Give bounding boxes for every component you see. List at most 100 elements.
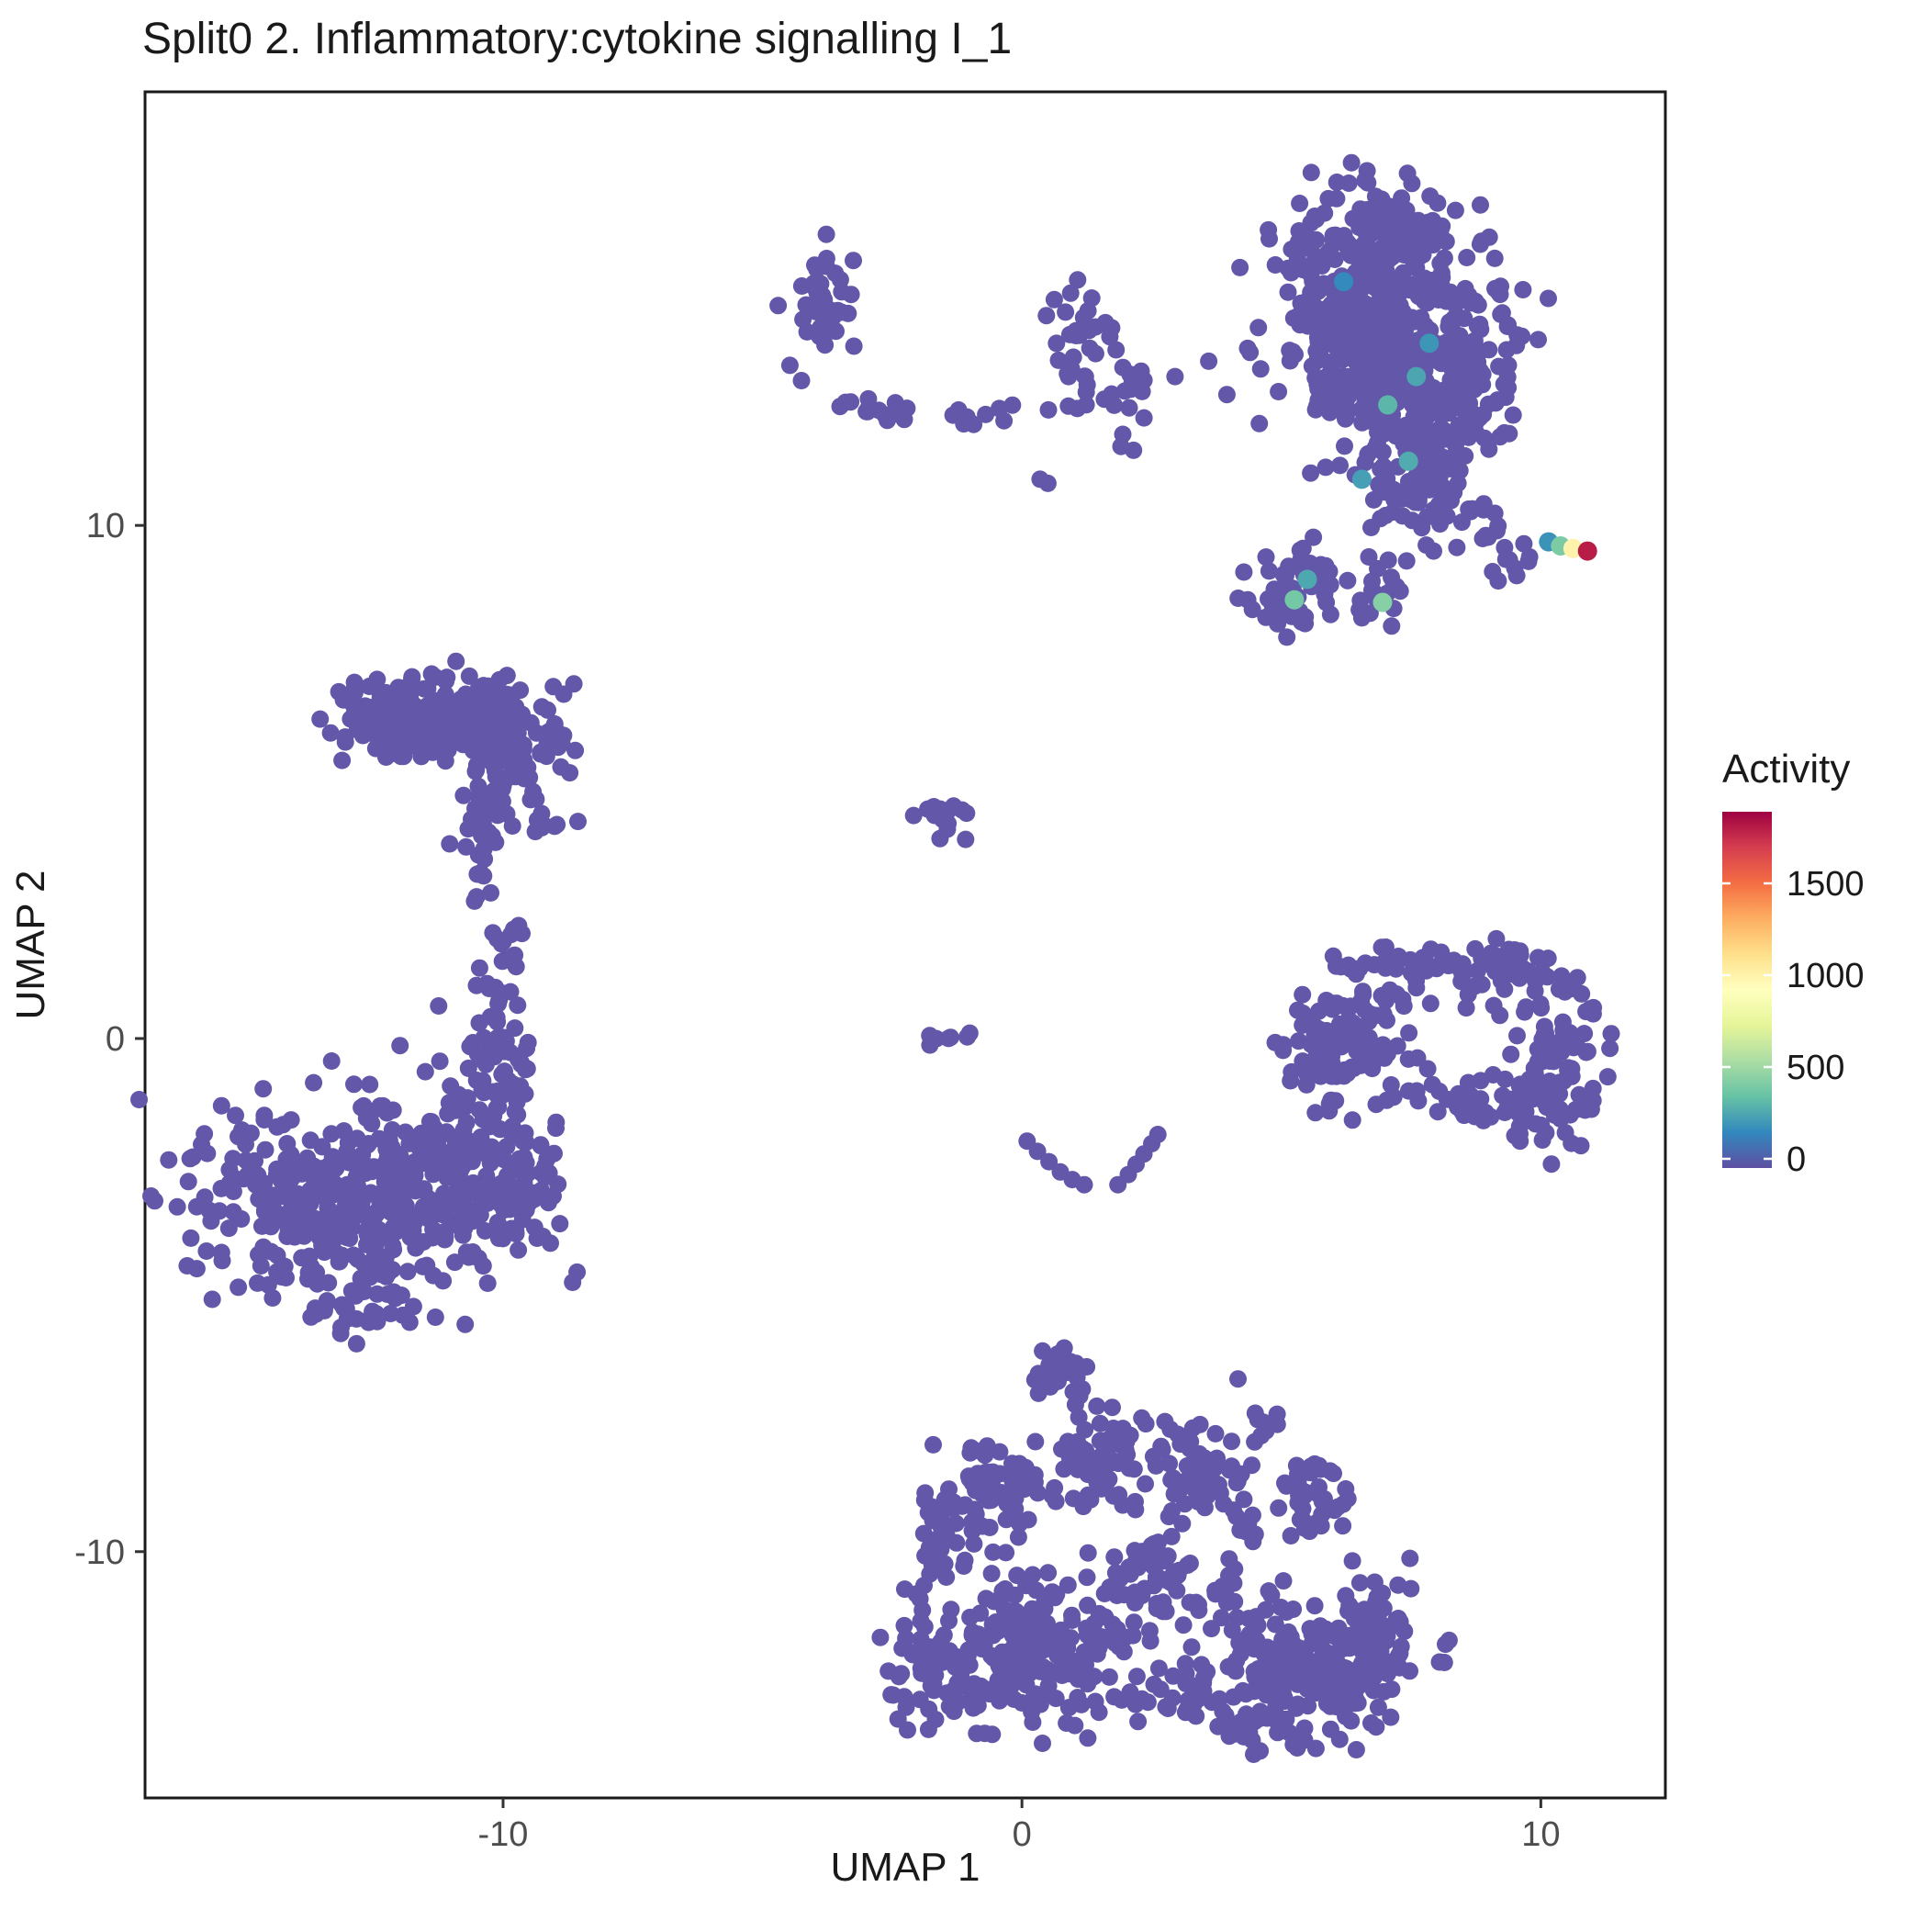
cell-point (794, 310, 812, 329)
cell-point (1258, 1661, 1276, 1679)
cell-point (470, 1014, 488, 1032)
cell-point (1057, 303, 1075, 321)
cell-point (1017, 1577, 1036, 1595)
cell-point (1401, 1662, 1418, 1680)
cell-point (1163, 1689, 1182, 1707)
cell-point (1091, 1414, 1109, 1432)
cell-point (1337, 1480, 1355, 1498)
cell-point (1307, 230, 1326, 249)
cell-point (361, 1075, 379, 1094)
cell-point (912, 1659, 930, 1678)
cell-point (306, 1209, 324, 1228)
cell-point (907, 1585, 925, 1603)
cell-point (836, 393, 855, 411)
cell-point (1160, 1508, 1178, 1526)
cell-point (1187, 1707, 1205, 1725)
cell-point (972, 1677, 990, 1695)
cell-point (1165, 1563, 1183, 1581)
cell-point (1305, 528, 1323, 546)
highlight-cell-point (1284, 590, 1305, 610)
cell-point (1091, 1432, 1109, 1450)
cell-point (263, 1289, 282, 1307)
cell-point (1598, 1068, 1617, 1086)
cell-point (1601, 1039, 1619, 1058)
cell-point (1026, 1432, 1045, 1451)
cell-point (1359, 1652, 1377, 1670)
cell-point (1190, 1596, 1207, 1614)
cell-point (1316, 300, 1334, 319)
cell-point (1046, 1478, 1064, 1497)
cell-point (1127, 1668, 1146, 1686)
cell-point (1067, 321, 1085, 340)
cell-point (1159, 1547, 1177, 1566)
cell-point (995, 1688, 1013, 1706)
cell-point (1500, 1090, 1518, 1108)
cell-point (1473, 975, 1491, 994)
cell-point (561, 764, 579, 782)
cell-point (1342, 1712, 1361, 1730)
cell-point (1166, 367, 1184, 386)
cell-point (407, 1207, 424, 1225)
cell-point (1079, 1675, 1097, 1693)
cell-point (422, 1113, 441, 1131)
cell-point (1114, 358, 1132, 376)
cell-point (1360, 548, 1378, 566)
cell-point (1126, 1695, 1145, 1713)
cell-point (1472, 1072, 1490, 1090)
cell-point (1216, 1582, 1235, 1601)
cell-point (1505, 955, 1523, 973)
cell-point (1602, 1025, 1620, 1043)
cell-point (1343, 1552, 1361, 1570)
cell-point (1126, 1594, 1144, 1612)
cell-point (1540, 1052, 1559, 1070)
cell-point (1029, 1365, 1048, 1383)
cell-point (503, 817, 521, 835)
cell-point (321, 724, 340, 742)
cell-point (459, 1059, 477, 1077)
cell-point (232, 1210, 251, 1228)
cell-point (447, 652, 465, 670)
cell-point (1331, 456, 1349, 475)
cell-point (1360, 1604, 1377, 1623)
cell-point (301, 1131, 319, 1150)
cell-point (1350, 219, 1369, 237)
cell-point (1320, 1095, 1339, 1113)
cell-point (1397, 485, 1416, 503)
cell-point (333, 1296, 351, 1314)
cell-point (1034, 1735, 1051, 1752)
cell-point (368, 1285, 387, 1303)
cell-point (1351, 325, 1370, 343)
cell-point (532, 698, 551, 716)
cell-point (1307, 210, 1326, 229)
cell-point (924, 1435, 942, 1454)
cell-point (393, 730, 411, 748)
cell-point (493, 952, 511, 971)
cell-point (1343, 1111, 1361, 1129)
cell-point (817, 225, 835, 243)
cell-point (282, 1111, 300, 1129)
cell-point (436, 1230, 454, 1249)
cell-point (1290, 1647, 1308, 1666)
cell-point (1164, 1469, 1182, 1488)
cell-point (464, 741, 482, 759)
cell-point (1476, 526, 1495, 545)
cell-point (1114, 425, 1132, 444)
cell-point (1016, 1458, 1035, 1477)
cell-point (1372, 460, 1390, 478)
cell-point (1376, 959, 1395, 977)
cell-point (352, 1269, 370, 1287)
cell-point (1217, 386, 1236, 404)
cell-point (498, 685, 516, 703)
cell-point (1059, 367, 1078, 386)
cell-point (347, 1207, 365, 1225)
cell-point (1493, 304, 1511, 322)
cell-point (1291, 195, 1309, 212)
cell-point (454, 1095, 472, 1114)
cell-point (1400, 1024, 1418, 1042)
cell-point (319, 1274, 338, 1292)
cell-point (1075, 1643, 1093, 1661)
cell-point (1039, 1564, 1058, 1582)
cell-point (1335, 1067, 1353, 1085)
cell-point (1316, 1643, 1335, 1661)
cell-point (1334, 350, 1352, 368)
